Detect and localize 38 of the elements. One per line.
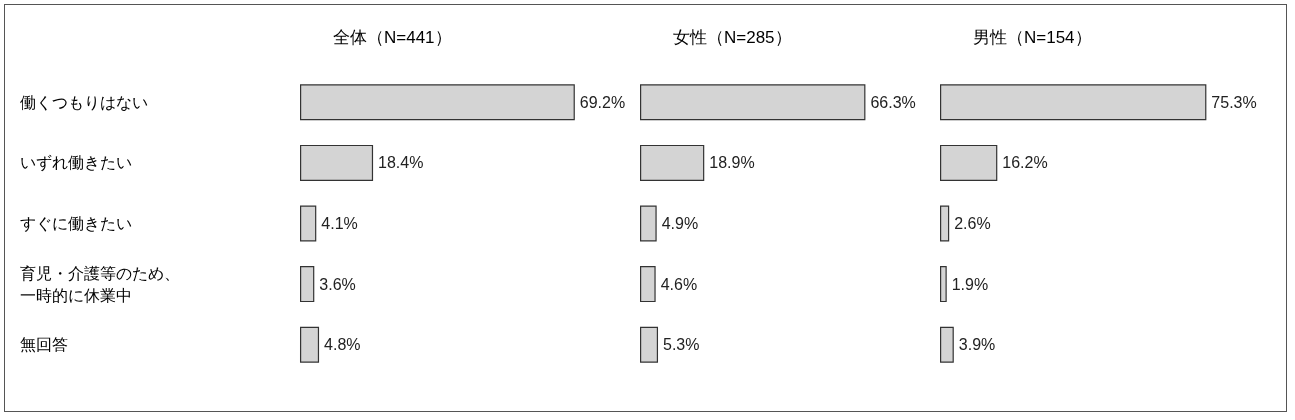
- y-tick-label: 育児・介護等のため、一時的に休業中: [20, 264, 180, 304]
- data-label: 75.3%: [1211, 93, 1257, 111]
- y-tick-label: いずれ働きたい: [20, 154, 132, 173]
- data-label: 69.2%: [579, 93, 626, 111]
- bar: [300, 266, 315, 303]
- data-label: 2.6%: [954, 215, 991, 232]
- bar: [640, 144, 705, 181]
- bar: [640, 205, 657, 242]
- bar: [640, 266, 656, 303]
- data-label: 4.9%: [661, 215, 699, 232]
- bar: [940, 84, 1207, 121]
- data-label: 4.1%: [321, 215, 358, 232]
- data-label: 3.6%: [319, 275, 356, 293]
- y-tick-label: すぐに働きたい: [20, 215, 132, 232]
- bar: [300, 84, 575, 121]
- bar: [940, 266, 947, 303]
- y-tick-label: 無回答: [20, 336, 68, 354]
- chart-title: 男性（N=154）: [973, 28, 1092, 47]
- bar: [640, 326, 659, 363]
- data-label: 16.2%: [1002, 154, 1048, 172]
- data-label: 18.9%: [709, 154, 755, 172]
- bar: [640, 84, 866, 121]
- data-label: 4.6%: [660, 275, 698, 293]
- data-label: 3.9%: [958, 336, 996, 354]
- data-label: 4.8%: [324, 336, 361, 354]
- chart-title: 全体（N=441）: [333, 28, 452, 47]
- bar: [300, 205, 317, 242]
- data-label: 18.4%: [378, 154, 424, 172]
- data-label: 66.3%: [870, 93, 916, 111]
- bar: [940, 326, 954, 363]
- data-label: 5.3%: [663, 336, 700, 354]
- bar: [300, 144, 374, 181]
- bar: [940, 144, 998, 181]
- data-label: 1.9%: [951, 275, 989, 293]
- chart-title: 女性（N=285）: [673, 28, 792, 47]
- y-tick-label: 働くつもりはない: [20, 93, 148, 111]
- bar: [300, 326, 320, 363]
- bar: [940, 205, 950, 242]
